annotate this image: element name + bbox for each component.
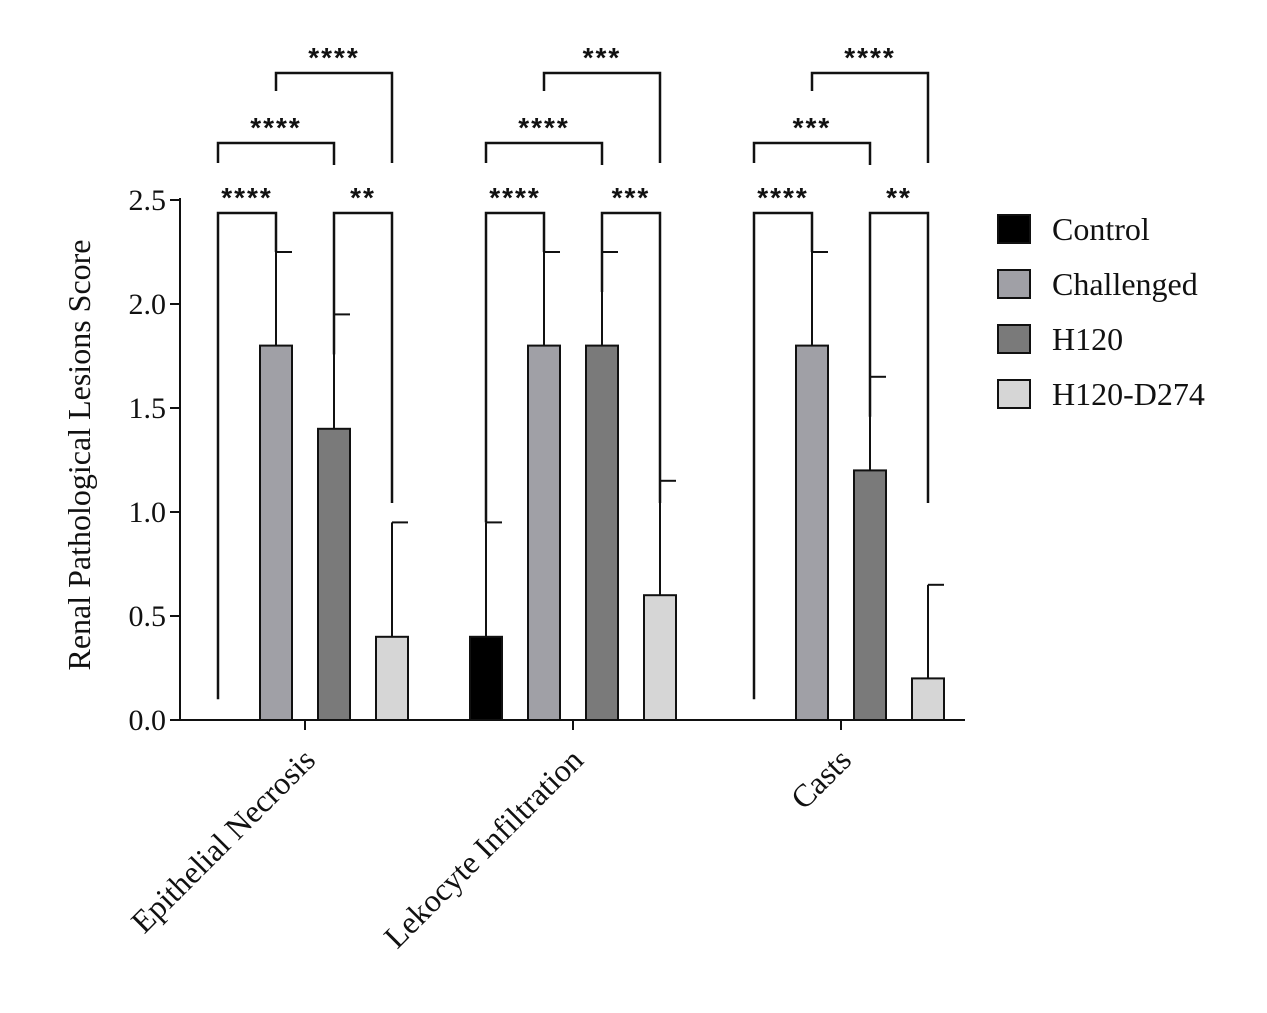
y-tick-label: 2.0 xyxy=(129,288,167,321)
bar xyxy=(911,677,945,722)
significance-bracket xyxy=(274,71,394,163)
significance-label: *** xyxy=(583,42,622,73)
significance-label: **** xyxy=(757,182,809,213)
y-axis-title: Renal Pathological Lesions Score xyxy=(61,239,97,670)
x-tick-label: Lekocyte Infiltration xyxy=(377,741,590,954)
significance-label: ** xyxy=(886,182,912,213)
y-tick-label: 1.5 xyxy=(129,392,167,425)
significance-bracket xyxy=(484,211,546,523)
significance-bracket xyxy=(752,141,872,165)
significance-bracket xyxy=(868,211,930,503)
significance-bracket xyxy=(484,141,604,165)
significance-bracket xyxy=(542,71,662,163)
bar xyxy=(853,469,887,721)
significance-label: **** xyxy=(221,182,273,213)
bar xyxy=(643,594,677,722)
x-tick-label: Casts xyxy=(783,741,857,815)
y-tick-label: 2.5 xyxy=(129,184,167,217)
significance-bracket xyxy=(600,211,662,503)
significance-label: **** xyxy=(250,112,302,143)
significance-bracket xyxy=(216,141,336,165)
y-tick-label: 0.0 xyxy=(129,704,167,737)
significance-bracket xyxy=(752,211,814,700)
bar xyxy=(469,635,503,721)
legend-label: H120-D274 xyxy=(1052,376,1205,412)
legend-swatch xyxy=(997,269,1031,299)
bar xyxy=(375,635,409,721)
legend-swatch xyxy=(997,324,1031,354)
legend-swatch xyxy=(997,379,1031,409)
legend-label: Challenged xyxy=(1052,266,1198,302)
bar xyxy=(795,344,829,721)
significance-brackets: **** ************** ************** ********… xyxy=(216,42,930,700)
legend-swatch xyxy=(997,214,1031,244)
bar xyxy=(317,427,351,721)
legend-label: H120 xyxy=(1052,321,1123,357)
y-tick-label: 0.5 xyxy=(129,600,167,633)
bar xyxy=(585,344,619,721)
significance-label: *** xyxy=(793,112,832,143)
significance-label: **** xyxy=(518,112,570,143)
significance-bracket xyxy=(332,211,394,503)
legend-label: Control xyxy=(1052,211,1150,247)
y-tick-label: 1.0 xyxy=(129,496,167,529)
significance-label: ** xyxy=(350,182,376,213)
significance-label: **** xyxy=(844,42,896,73)
significance-label: **** xyxy=(308,42,360,73)
significance-label: *** xyxy=(612,182,651,213)
significance-bracket xyxy=(810,71,930,163)
bar xyxy=(527,344,561,721)
significance-bracket xyxy=(216,211,278,700)
bars xyxy=(259,344,945,722)
x-tick-label: Epithelial Necrosis xyxy=(124,741,322,939)
legend: Control Challenged H120 H120-D274 xyxy=(997,211,1205,412)
significance-label: **** xyxy=(489,182,541,213)
bar xyxy=(259,344,293,721)
